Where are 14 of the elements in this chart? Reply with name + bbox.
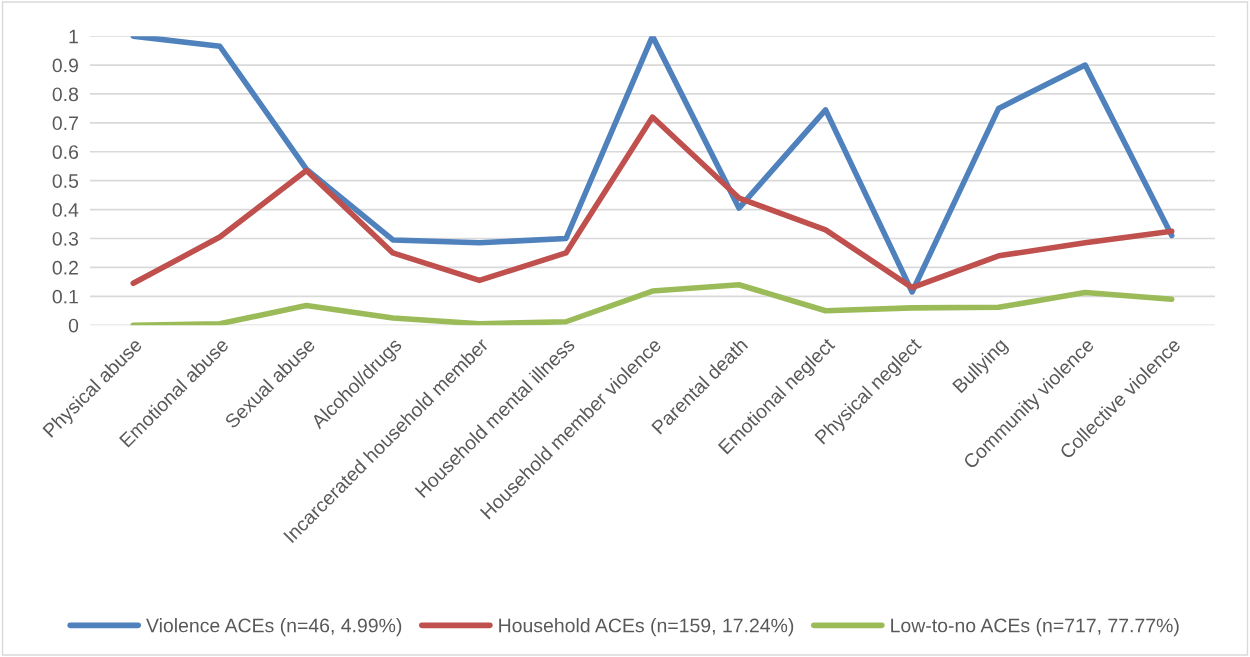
- y-tick-label: 0.2: [52, 260, 78, 275]
- y-tick-label: 0.5: [52, 174, 79, 188]
- legend-label: Household ACEs (n=159, 17.24%): [499, 618, 794, 637]
- y-tick-label: 0: [68, 318, 79, 333]
- y-tick-label: 0.6: [52, 145, 79, 159]
- legend-label: Low-to-no ACEs (n=717, 77.77%): [891, 618, 1179, 637]
- y-tick-label: 0.8: [52, 87, 79, 102]
- y-tick-label: 0.4: [52, 203, 79, 217]
- y-tick-label: 0.3: [52, 231, 79, 246]
- legend-label: Violence ACEs (n=46, 4.99%): [146, 618, 402, 637]
- y-tick-label: 1: [69, 29, 78, 44]
- y-tick-label: 0.9: [52, 58, 78, 73]
- y-tick-label: 0.7: [52, 116, 78, 131]
- y-tick-label: 0.1: [52, 289, 78, 304]
